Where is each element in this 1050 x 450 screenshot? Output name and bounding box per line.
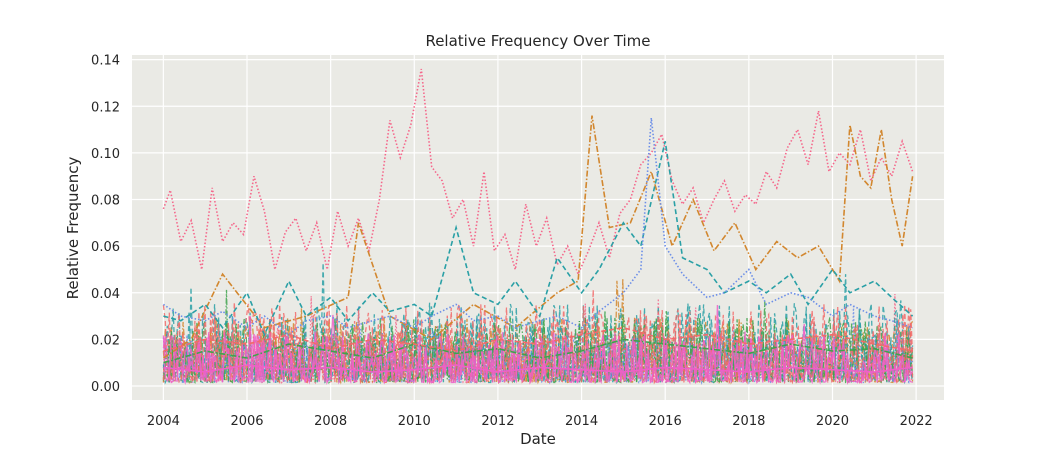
y-tick-label: 0.02 [91,333,120,348]
y-tick-label: 0.06 [91,240,120,255]
y-tick-label: 0.12 [91,100,120,115]
y-tick-label: 0.08 [91,194,120,209]
series-line [163,326,913,352]
x-tick-label: 2014 [565,414,598,429]
y-tick-label: 0.00 [91,380,120,395]
noise-band [162,262,914,386]
y-axis-label: Relative Frequency [64,157,82,300]
noise-line [162,304,914,386]
x-axis-label: Date [520,430,556,448]
noise-line [162,315,913,386]
series-line [163,141,914,337]
x-tick-label: 2022 [900,414,933,429]
noise-line [162,274,914,385]
chart-title: Relative Frequency Over Time [425,32,650,50]
y-tick-label: 0.04 [91,287,120,302]
x-tick-label: 2010 [398,414,431,429]
x-tick-label: 2008 [314,414,347,429]
x-tick-label: 2020 [816,414,849,429]
x-tick-label: 2018 [732,414,765,429]
noise-line [162,303,914,385]
tick-labels: 0.00 0.02 0.04 0.06 0.08 0.10 0.12 0.14 2004 2006… [91,54,933,429]
series-lines [162,68,914,373]
series-line [162,115,914,359]
x-tick-label: 2004 [147,414,180,429]
x-tick-label: 2012 [481,414,514,429]
y-tick-label: 0.14 [91,54,120,69]
series-line [163,364,913,373]
x-tick-label: 2006 [230,414,263,429]
y-tick-label: 0.10 [91,147,120,162]
x-tick-label: 2016 [649,414,682,429]
series-line [163,338,913,364]
